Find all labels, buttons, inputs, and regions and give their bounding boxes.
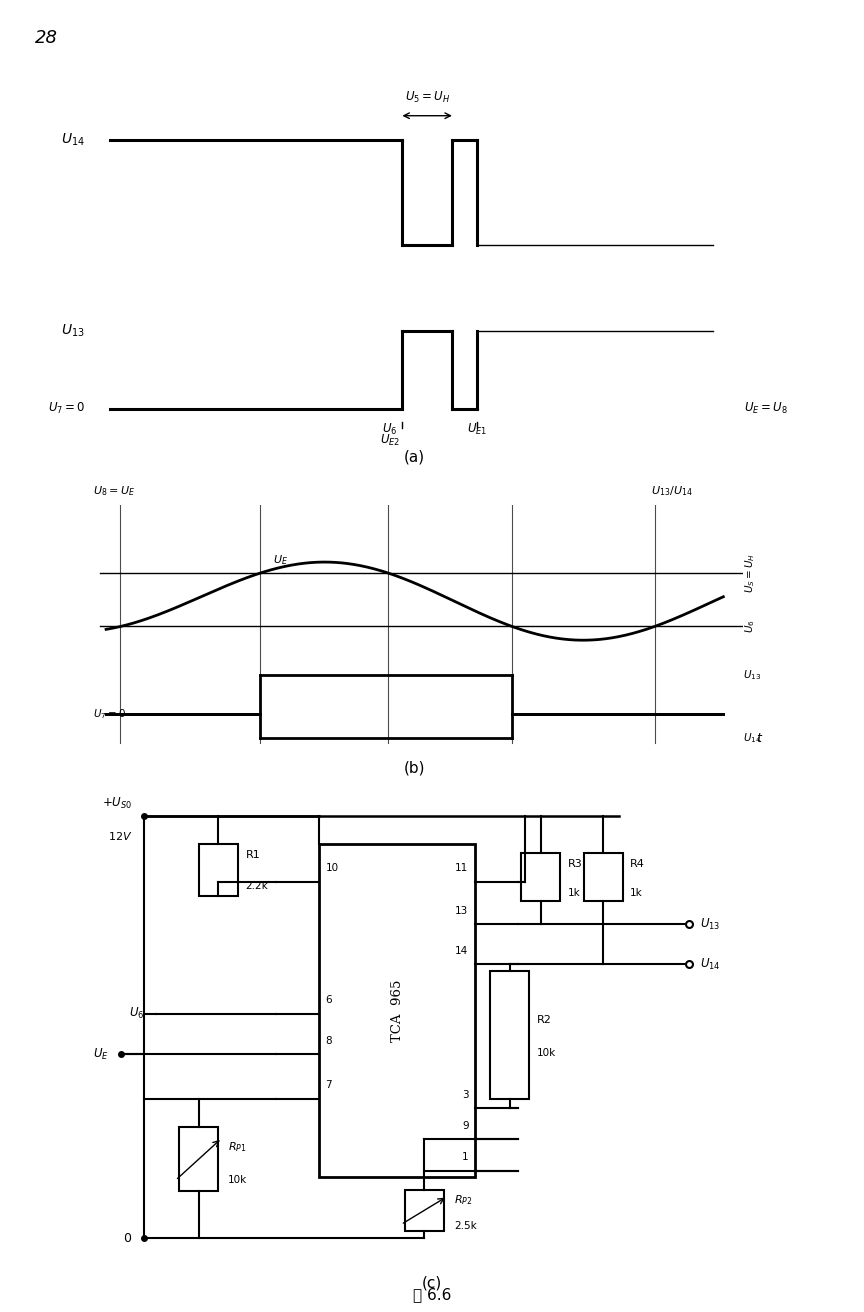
Text: $U_8=U_E$: $U_8=U_E$: [93, 484, 135, 497]
Text: $U_5=U_H$: $U_5=U_H$: [404, 91, 450, 105]
Text: 2.2k: 2.2k: [245, 880, 268, 891]
Bar: [491, 971, 529, 1099]
Text: $U_7=0$: $U_7=0$: [48, 401, 85, 416]
Text: $U_E=U_8$: $U_E=U_8$: [745, 401, 788, 416]
Text: 11: 11: [455, 863, 468, 874]
Text: $R_{P1}$: $R_{P1}$: [228, 1140, 247, 1153]
Text: $U_{13}$: $U_{13}$: [700, 917, 721, 932]
Text: $U_{13}$: $U_{13}$: [743, 668, 761, 682]
Text: 10: 10: [326, 863, 339, 874]
Text: (a): (a): [404, 450, 425, 464]
Text: 10k: 10k: [537, 1048, 556, 1059]
Text: $U_{E1}$: $U_{E1}$: [467, 422, 487, 437]
Text: 1: 1: [462, 1152, 468, 1162]
Text: 7: 7: [326, 1080, 332, 1090]
Text: $U_E$: $U_E$: [273, 554, 288, 567]
Text: 28: 28: [35, 29, 58, 47]
Text: 1k: 1k: [569, 888, 581, 897]
Text: R4: R4: [630, 859, 645, 870]
Text: 1k: 1k: [630, 888, 643, 897]
Text: 3: 3: [462, 1090, 468, 1099]
Bar: [320, 844, 475, 1177]
Text: $U_{14}$: $U_{14}$: [700, 956, 721, 972]
Bar: [199, 844, 238, 896]
Text: $0$: $0$: [124, 1232, 133, 1245]
Text: 6: 6: [326, 996, 332, 1005]
Text: (c): (c): [422, 1275, 442, 1291]
Text: $+U_{S0}$: $+U_{S0}$: [102, 795, 133, 811]
Text: $U_{E2}$: $U_{E2}$: [379, 433, 400, 449]
Bar: [521, 853, 560, 900]
Text: $U_7=0$: $U_7=0$: [93, 707, 126, 720]
Text: $t$: $t$: [756, 732, 764, 745]
Text: $U_6$: $U_6$: [743, 619, 757, 634]
Text: $U_S=U_H$: $U_S=U_H$: [743, 554, 757, 593]
Text: 8: 8: [326, 1035, 332, 1046]
Text: TCA  965: TCA 965: [391, 979, 403, 1042]
Text: $U_{13}/U_{14}$: $U_{13}/U_{14}$: [651, 484, 693, 497]
Bar: [584, 853, 622, 900]
Bar: [404, 1190, 444, 1231]
Text: $U_{14}$: $U_{14}$: [61, 131, 85, 148]
Text: (b): (b): [404, 760, 425, 775]
Text: 14: 14: [455, 946, 468, 956]
Text: R3: R3: [569, 859, 583, 870]
Text: $12V$: $12V$: [108, 829, 133, 841]
Bar: [180, 1127, 219, 1191]
Text: $U_E$: $U_E$: [93, 1047, 109, 1061]
Text: $U_6$: $U_6$: [382, 422, 397, 437]
Text: 10k: 10k: [228, 1174, 247, 1185]
Text: $U_{14}$: $U_{14}$: [743, 731, 761, 745]
Text: 9: 9: [462, 1120, 468, 1131]
Text: R1: R1: [245, 850, 260, 861]
Text: $U_6$: $U_6$: [129, 1006, 144, 1022]
Text: $U_{13}$: $U_{13}$: [61, 323, 85, 338]
Text: 图 6.6: 图 6.6: [413, 1287, 451, 1302]
Text: $R_{P2}$: $R_{P2}$: [454, 1194, 473, 1207]
Text: R2: R2: [537, 1015, 552, 1026]
Text: 13: 13: [455, 905, 468, 916]
Text: 2.5k: 2.5k: [454, 1221, 477, 1231]
